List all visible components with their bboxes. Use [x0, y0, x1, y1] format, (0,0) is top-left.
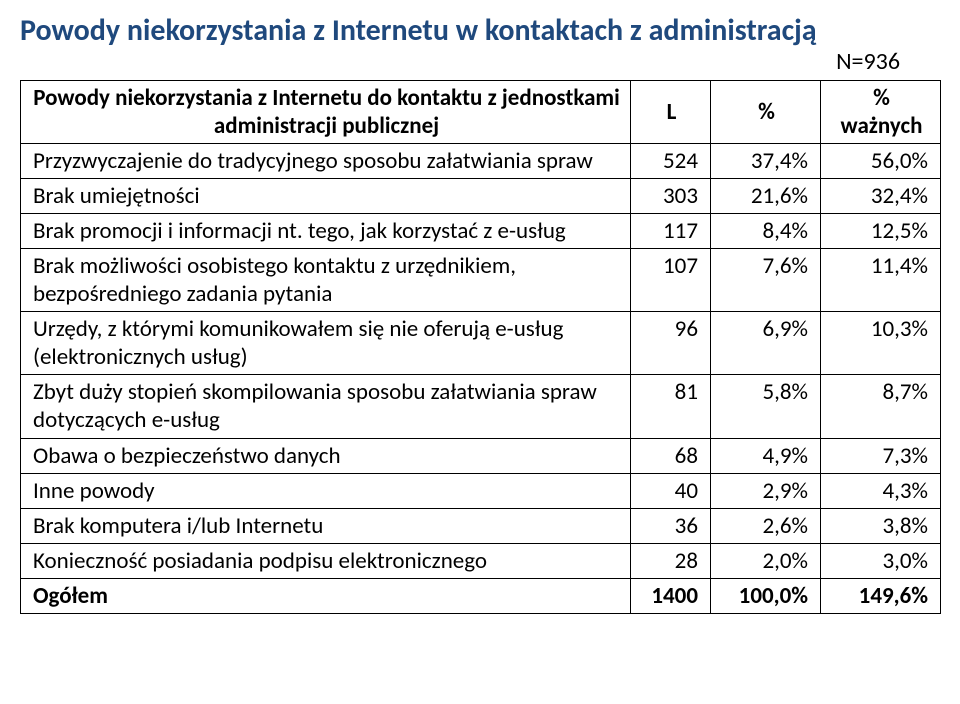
header-valid: % ważnych [821, 81, 941, 144]
row-l: 117 [631, 214, 711, 249]
row-l: 96 [631, 312, 711, 375]
table-row: Urzędy, z którymi komunikowałem się nie … [21, 312, 941, 375]
row-l: 524 [631, 144, 711, 179]
row-l: 68 [631, 438, 711, 473]
table-row: Inne powody 40 2,9% 4,3% [21, 473, 941, 508]
total-label: Ogółem [21, 578, 631, 613]
row-label: Brak umiejętności [21, 179, 631, 214]
total-valid: 149,6% [821, 578, 941, 613]
n-label: N=936 [20, 47, 940, 76]
row-l: 28 [631, 543, 711, 578]
row-label: Inne powody [21, 473, 631, 508]
header-l: L [631, 81, 711, 144]
row-pct: 6,9% [711, 312, 821, 375]
row-valid: 11,4% [821, 249, 941, 312]
row-l: 40 [631, 473, 711, 508]
row-valid: 4,3% [821, 473, 941, 508]
row-l: 81 [631, 375, 711, 438]
table-header-row: Powody niekorzystania z Internetu do kon… [21, 81, 941, 144]
row-pct: 4,9% [711, 438, 821, 473]
header-pct: % [711, 81, 821, 144]
row-valid: 7,3% [821, 438, 941, 473]
row-pct: 2,6% [711, 508, 821, 543]
table-row: Obawa o bezpieczeństwo danych 68 4,9% 7,… [21, 438, 941, 473]
table-row: Zbyt duży stopień skompilowania sposobu … [21, 375, 941, 438]
row-label: Obawa o bezpieczeństwo danych [21, 438, 631, 473]
row-valid: 32,4% [821, 179, 941, 214]
row-label: Brak komputera i/lub Internetu [21, 508, 631, 543]
row-valid: 3,0% [821, 543, 941, 578]
row-valid: 12,5% [821, 214, 941, 249]
row-valid: 10,3% [821, 312, 941, 375]
total-l: 1400 [631, 578, 711, 613]
row-valid: 56,0% [821, 144, 941, 179]
row-pct: 2,9% [711, 473, 821, 508]
table-row: Brak komputera i/lub Internetu 36 2,6% 3… [21, 508, 941, 543]
row-pct: 7,6% [711, 249, 821, 312]
row-valid: 3,8% [821, 508, 941, 543]
row-pct: 37,4% [711, 144, 821, 179]
row-label: Urzędy, z którymi komunikowałem się nie … [21, 312, 631, 375]
row-label: Zbyt duży stopień skompilowania sposobu … [21, 375, 631, 438]
row-l: 107 [631, 249, 711, 312]
reasons-table: Powody niekorzystania z Internetu do kon… [20, 80, 941, 614]
row-label: Brak możliwości osobistego kontaktu z ur… [21, 249, 631, 312]
row-l: 303 [631, 179, 711, 214]
row-l: 36 [631, 508, 711, 543]
table-row: Brak umiejętności 303 21,6% 32,4% [21, 179, 941, 214]
table-row: Brak promocji i informacji nt. tego, jak… [21, 214, 941, 249]
row-label: Brak promocji i informacji nt. tego, jak… [21, 214, 631, 249]
table-row: Brak możliwości osobistego kontaktu z ur… [21, 249, 941, 312]
row-label: Konieczność posiadania podpisu elektroni… [21, 543, 631, 578]
table-row: Przyzwyczajenie do tradycyjnego sposobu … [21, 144, 941, 179]
table-total-row: Ogółem 1400 100,0% 149,6% [21, 578, 941, 613]
row-pct: 8,4% [711, 214, 821, 249]
header-label: Powody niekorzystania z Internetu do kon… [21, 81, 631, 144]
row-valid: 8,7% [821, 375, 941, 438]
row-pct: 2,0% [711, 543, 821, 578]
row-pct: 5,8% [711, 375, 821, 438]
total-pct: 100,0% [711, 578, 821, 613]
page-title: Powody niekorzystania z Internetu w kont… [20, 12, 940, 49]
table-row: Konieczność posiadania podpisu elektroni… [21, 543, 941, 578]
row-pct: 21,6% [711, 179, 821, 214]
row-label: Przyzwyczajenie do tradycyjnego sposobu … [21, 144, 631, 179]
